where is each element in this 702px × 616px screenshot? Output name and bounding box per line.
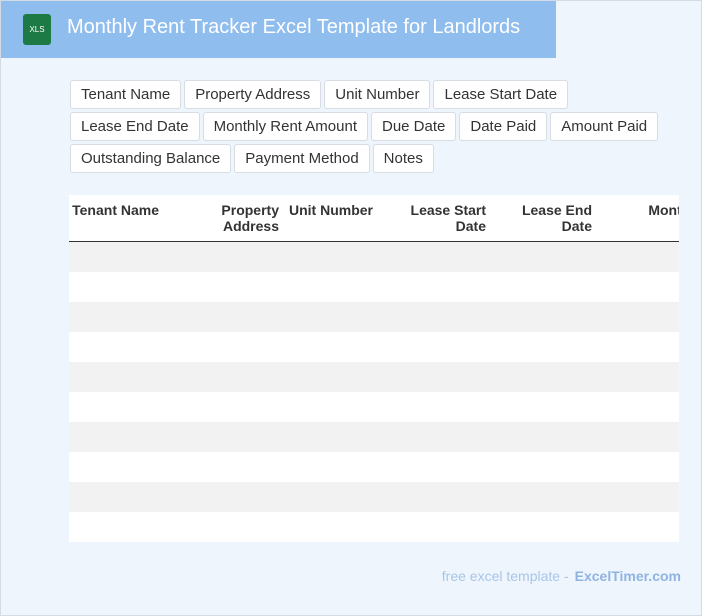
field-chip: Monthly Rent Amount — [202, 112, 368, 141]
field-chip: Payment Method — [234, 144, 370, 173]
footer-text: free excel template - — [441, 568, 569, 584]
table-row — [69, 392, 679, 422]
field-chip: Lease Start Date — [433, 80, 569, 109]
field-chip: Tenant Name — [70, 80, 182, 109]
column-header: Tenant Name — [72, 202, 159, 218]
table: Tenant Name Property Address Unit Number Le… — [69, 195, 679, 542]
xls-icon: XLS — [23, 14, 51, 45]
column-header: Property Address — [221, 202, 279, 234]
table-row — [69, 482, 679, 512]
table-row — [69, 242, 679, 272]
column-header: Monthly Rent Amount — [648, 202, 679, 218]
table-body — [69, 242, 679, 542]
table-row — [69, 512, 679, 542]
column-header: Lease End Date — [521, 202, 592, 234]
column-header: Unit Number — [289, 202, 373, 218]
field-chip: Amount Paid — [550, 112, 659, 141]
header-band — [1, 1, 556, 58]
footer: free excel template - ExcelTimer.com — [442, 568, 681, 584]
page-title: Monthly Rent Tracker Excel Template for … — [67, 16, 521, 38]
table-row — [69, 422, 679, 452]
table-row — [69, 272, 679, 302]
column-header: Lease Start Date — [410, 202, 486, 234]
field-chip: Unit Number — [324, 80, 431, 109]
table-header: Tenant Name Property Address Unit Number Le… — [69, 195, 679, 242]
field-chip: Outstanding Balance — [70, 144, 232, 173]
field-list: Tenant Name Property Address Unit Number Le… — [70, 80, 695, 173]
table-row — [69, 452, 679, 482]
table-row — [69, 362, 679, 392]
field-chip: Due Date — [371, 112, 457, 141]
icon-label: XLS — [29, 25, 45, 34]
field-chip: Date Paid — [459, 112, 548, 141]
footer-site[interactable]: ExcelTimer.com — [574, 568, 681, 584]
field-chip: Notes — [372, 144, 434, 173]
field-chip: Property Address — [184, 80, 322, 109]
table-row — [69, 332, 679, 362]
field-chip: Lease End Date — [70, 112, 200, 141]
table-row — [69, 302, 679, 332]
